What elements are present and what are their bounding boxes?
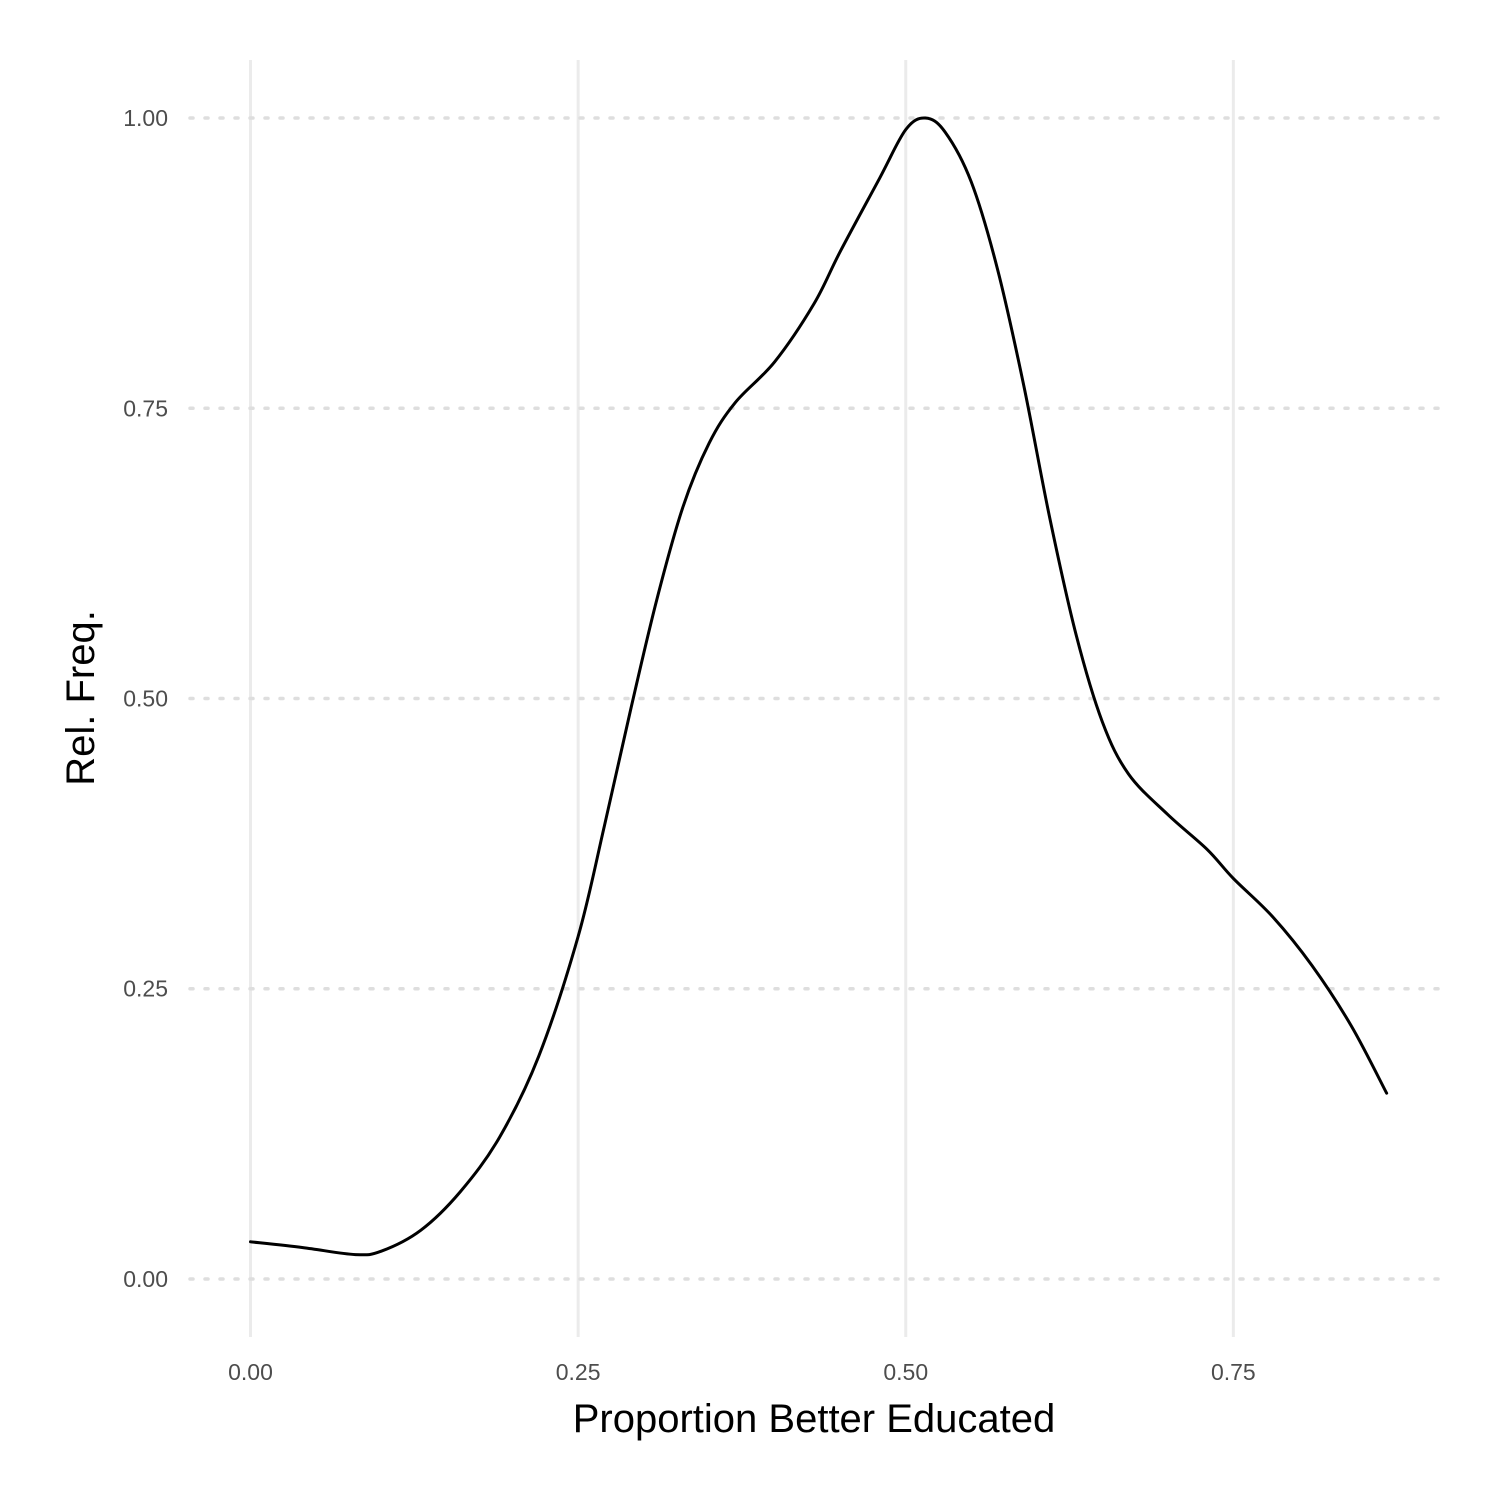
y-tick-label: 0.00 xyxy=(123,1266,168,1292)
x-axis-title: Proportion Better Educated xyxy=(573,1397,1056,1441)
grid xyxy=(188,60,1445,1337)
y-axis-title: Rel. Freq. xyxy=(59,610,103,786)
y-tick-label: 0.25 xyxy=(123,976,168,1002)
y-tick-label: 1.00 xyxy=(123,105,168,131)
y-axis-tick-labels: 0.00 0.25 0.50 0.75 1.00 xyxy=(123,105,168,1292)
x-tick-label: 0.50 xyxy=(883,1359,928,1385)
series xyxy=(249,116,1389,1257)
density-curve xyxy=(249,116,1389,1257)
x-tick-label: 0.75 xyxy=(1211,1359,1256,1385)
x-tick-label: 0.00 xyxy=(228,1359,273,1385)
x-tick-label: 0.25 xyxy=(556,1359,601,1385)
y-tick-label: 0.75 xyxy=(123,395,168,421)
x-axis-tick-labels: 0.00 0.25 0.50 0.75 xyxy=(228,1359,1256,1385)
y-tick-label: 0.50 xyxy=(123,686,168,712)
